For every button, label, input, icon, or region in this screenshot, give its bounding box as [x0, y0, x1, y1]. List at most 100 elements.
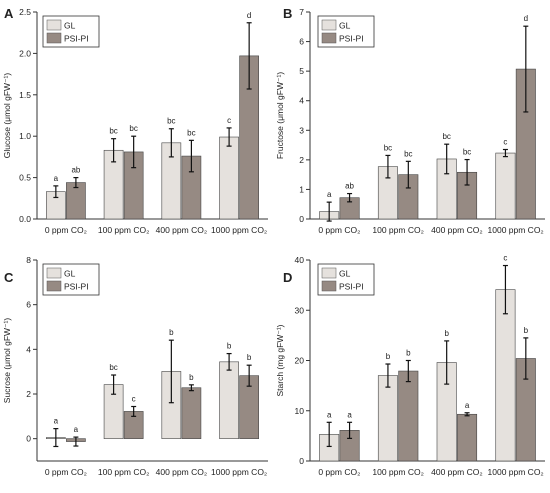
- y-tick-label: 1: [299, 184, 304, 194]
- legend-swatch: [321, 32, 337, 44]
- x-tick-label: 100 ppm CO₂: [372, 467, 424, 477]
- y-tick-label: 8: [26, 255, 31, 265]
- x-tick-label: 1000 ppm CO₂: [488, 467, 544, 477]
- significance-label: ab: [345, 182, 354, 191]
- significance-label: bc: [109, 363, 117, 372]
- significance-label: bc: [404, 149, 412, 158]
- significance-label: b: [247, 353, 252, 362]
- significance-label: d: [524, 14, 528, 23]
- bar-gl: [495, 152, 516, 220]
- x-tick-label: 0 ppm CO₂: [45, 225, 87, 235]
- bar-gl: [219, 136, 239, 220]
- y-tick-label: 2: [26, 389, 31, 399]
- x-tick-label: 0 ppm CO₂: [318, 225, 360, 235]
- y-tick-label: 5: [299, 66, 304, 76]
- panel-letter: D: [283, 270, 292, 285]
- significance-label: bc: [109, 127, 117, 136]
- significance-label: a: [327, 410, 332, 419]
- panel-letter: A: [4, 6, 14, 21]
- significance-label: b: [444, 329, 449, 338]
- x-tick-label: 1000 ppm CO₂: [488, 225, 544, 235]
- y-tick-label: 2.5: [19, 7, 31, 17]
- legend-label: GL: [339, 21, 351, 31]
- x-tick-label: 100 ppm CO₂: [372, 225, 424, 235]
- y-tick-label: 2.0: [19, 48, 31, 58]
- x-tick-label: 100 ppm CO₂: [98, 225, 150, 235]
- chart-panel-c: C 0 2 4 6 8 Sucrose (μmol gFW⁻¹) 0 ppm CO₂ a a 100…: [2, 255, 268, 477]
- y-axis-label: Starch (mg gFW⁻¹): [275, 324, 285, 396]
- bar-gl: [219, 361, 239, 439]
- x-tick-label: 1000 ppm CO₂: [211, 467, 267, 477]
- y-tick-label: 30: [295, 305, 305, 315]
- significance-label: a: [327, 190, 332, 199]
- legend-swatch: [321, 267, 337, 279]
- legend-swatch: [321, 280, 337, 292]
- x-tick-label: 400 ppm CO₂: [156, 467, 208, 477]
- chart-panel-b: B 0 1 2 3 4 5 6 7 Fructose (μmol gFW⁻¹) 0 ppm CO₂ a…: [275, 6, 545, 235]
- significance-label: c: [503, 254, 507, 263]
- y-tick-label: 2: [299, 155, 304, 165]
- x-tick-label: 0 ppm CO₂: [45, 467, 87, 477]
- y-tick-label: 1.0: [19, 131, 31, 141]
- legend-label: PSI-PI: [64, 282, 89, 292]
- bar-gl: [495, 289, 516, 462]
- y-tick-label: 0: [299, 214, 304, 224]
- legend-swatch: [46, 32, 62, 44]
- significance-label: a: [54, 417, 59, 426]
- significance-label: b: [406, 349, 411, 358]
- legend-label: GL: [339, 269, 351, 279]
- legend-label: PSI-PI: [64, 34, 89, 44]
- y-tick-label: 3: [299, 125, 304, 135]
- y-tick-label: 0.0: [19, 214, 31, 224]
- significance-label: a: [465, 401, 470, 410]
- bar-gl: [377, 375, 398, 462]
- significance-label: bc: [187, 128, 195, 137]
- panel-letter: C: [4, 270, 14, 285]
- x-tick-label: 400 ppm CO₂: [431, 467, 483, 477]
- y-tick-label: 40: [295, 255, 305, 265]
- legend-swatch: [46, 280, 62, 292]
- y-tick-label: 1.5: [19, 90, 31, 100]
- y-tick-label: 4: [26, 344, 31, 354]
- x-tick-label: 400 ppm CO₂: [431, 225, 483, 235]
- bar-psi-pi: [457, 413, 478, 462]
- significance-label: b: [386, 352, 391, 361]
- y-tick-label: 7: [299, 7, 304, 17]
- significance-label: ab: [71, 166, 80, 175]
- x-tick-label: 400 ppm CO₂: [156, 225, 208, 235]
- significance-label: c: [227, 116, 231, 125]
- y-tick-label: 0: [26, 434, 31, 444]
- y-axis-label: Fructose (μmol gFW⁻¹): [275, 72, 285, 159]
- y-tick-label: 20: [295, 356, 305, 366]
- legend-label: GL: [64, 21, 76, 31]
- legend-swatch: [46, 267, 62, 279]
- significance-label: a: [347, 410, 352, 419]
- panel-letter: B: [283, 6, 292, 21]
- significance-label: bc: [167, 117, 175, 126]
- y-tick-label: 4: [299, 96, 304, 106]
- legend-label: GL: [64, 269, 76, 279]
- significance-label: d: [247, 11, 251, 20]
- significance-label: a: [74, 425, 79, 434]
- x-tick-label: 1000 ppm CO₂: [211, 225, 267, 235]
- bar-psi-pi: [181, 387, 202, 439]
- significance-label: bc: [384, 143, 392, 152]
- significance-label: b: [227, 342, 232, 351]
- chart-panel-a: A 0.0 0.5 1.0 1.5 2.0 2.5 Glucose (μmol gFW⁻¹) 0…: [2, 6, 268, 235]
- significance-label: bc: [463, 148, 471, 157]
- y-tick-label: 6: [299, 37, 304, 47]
- y-tick-label: 0: [299, 456, 304, 466]
- x-tick-label: 0 ppm CO₂: [318, 467, 360, 477]
- significance-label: a: [54, 174, 59, 183]
- y-tick-label: 0.5: [19, 173, 31, 183]
- legend-label: PSI-PI: [339, 282, 364, 292]
- significance-label: bc: [442, 132, 450, 141]
- y-tick-label: 10: [295, 406, 305, 416]
- legend-swatch: [46, 19, 62, 31]
- significance-label: c: [503, 138, 507, 147]
- y-axis-label: Glucose (μmol gFW⁻¹): [2, 73, 12, 159]
- significance-label: c: [132, 395, 136, 404]
- x-tick-label: 100 ppm CO₂: [98, 467, 150, 477]
- chart-panel-d: D 0 10 20 30 40 Starch (mg gFW⁻¹) 0 ppm CO₂ a a 10…: [275, 254, 545, 477]
